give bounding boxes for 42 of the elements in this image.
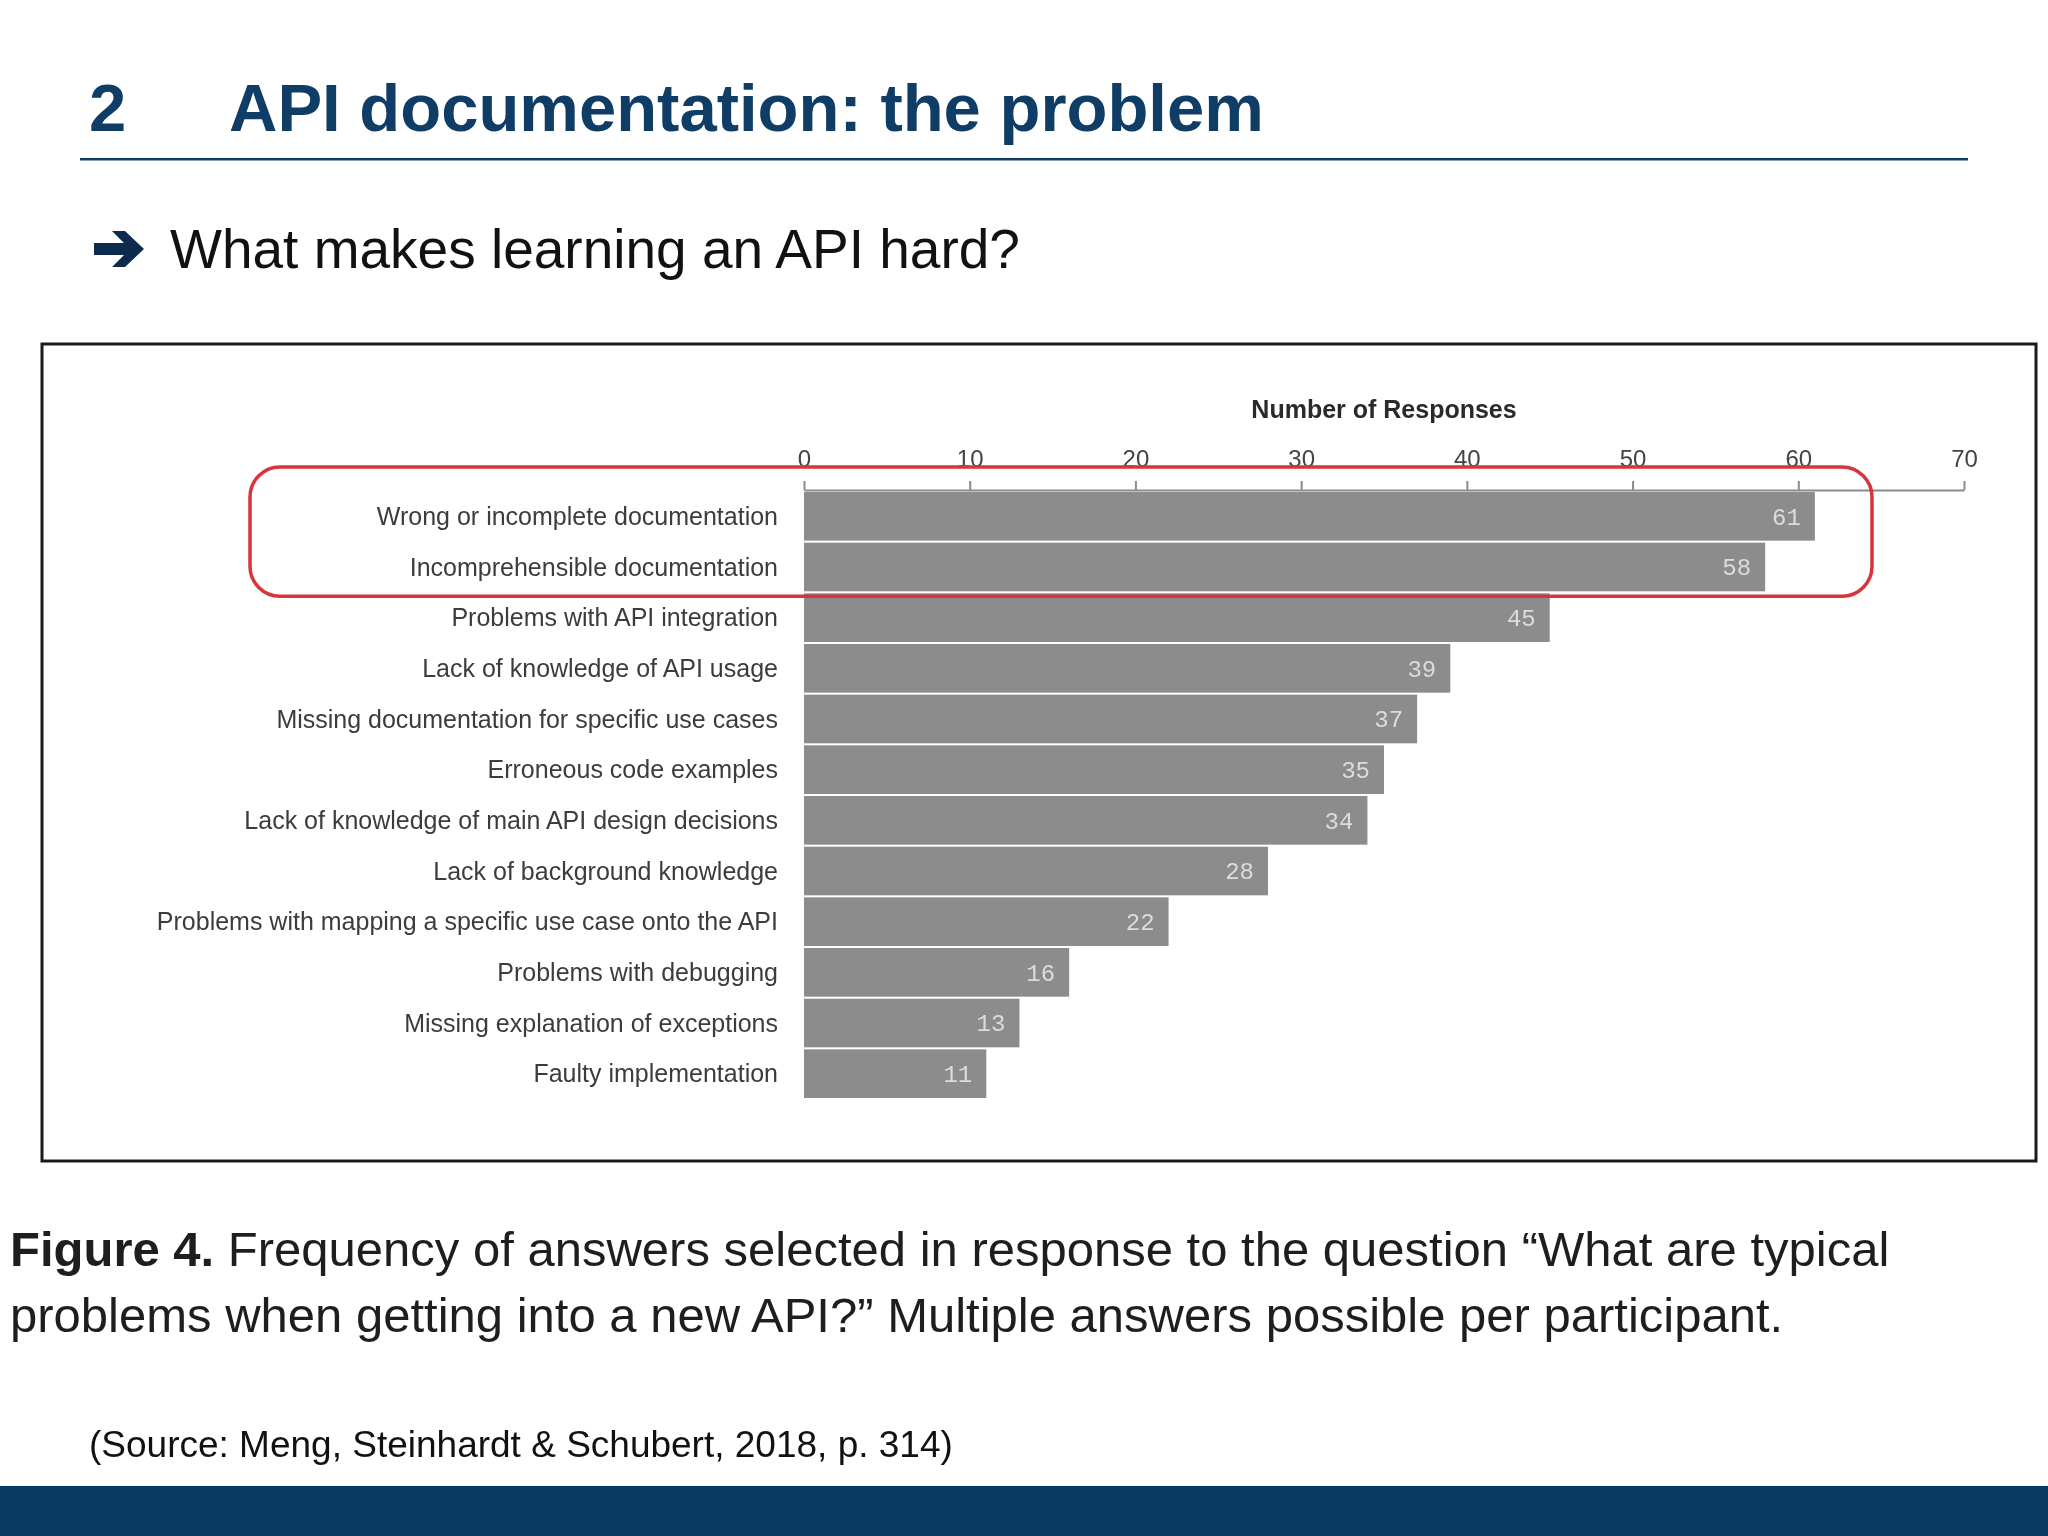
data-label: 34 xyxy=(1324,808,1354,836)
y-tick-label: Wrong or incomplete documentation xyxy=(376,502,778,531)
text: Figure 4. Frequency of answers selected in response to the question “What are typical problems when getting into a new API?” Multiple answers possible per participant. xyxy=(10,1222,1890,1342)
data-label: 58 xyxy=(1722,555,1752,583)
y-tick-label: Lack of knowledge of main API design decisions xyxy=(244,806,778,835)
data-label: 45 xyxy=(1506,606,1536,634)
data-label: 37 xyxy=(1374,707,1404,735)
bar xyxy=(804,694,1418,744)
y-tick-label: Incomprehensible documentation xyxy=(409,552,778,581)
y-tick-label: Missing explanation of exceptions xyxy=(404,1008,778,1037)
bar xyxy=(804,948,1070,997)
data-label: 35 xyxy=(1341,758,1370,786)
x-tick-label: 40 xyxy=(1454,445,1481,472)
bar xyxy=(804,998,1020,1048)
data-label: 61 xyxy=(1772,504,1801,532)
bar xyxy=(804,593,1550,642)
y-tick-label: Problems with mapping a specific use case onto the API xyxy=(156,907,778,936)
text: (Source: Meng, Steinhardt & Schubert, 2018, p. 314) xyxy=(89,1424,953,1465)
data-label: 22 xyxy=(1125,910,1155,938)
bar xyxy=(804,644,1451,693)
data-label: 28 xyxy=(1225,859,1254,887)
chart-subtitle: What makes learning an API hard? xyxy=(170,218,1020,280)
y-tick-label: Faulty implementation xyxy=(533,1059,778,1088)
y-tick-label: Lack of knowledge of API usage xyxy=(422,654,778,683)
x-axis-title: Number of Responses xyxy=(1251,395,1517,423)
bar xyxy=(804,846,1268,896)
data-label: 13 xyxy=(976,1011,1006,1039)
y-tick-label: Problems with debugging xyxy=(497,958,778,987)
x-tick-label: 70 xyxy=(1951,445,1978,472)
y-tick-label: Missing documentation for specific use cases xyxy=(276,704,778,733)
bar xyxy=(804,542,1766,592)
bar xyxy=(804,796,1368,845)
chart-title: 2 API documentation: the problem xyxy=(89,70,1264,145)
y-tick-label: Lack of background knowledge xyxy=(433,856,778,885)
data-label: 11 xyxy=(943,1062,973,1090)
y-tick-label: Problems with API integration xyxy=(451,603,778,632)
bar xyxy=(804,897,1169,946)
data-label: 39 xyxy=(1407,656,1437,684)
data-label: 16 xyxy=(1026,960,1056,988)
bar xyxy=(804,1049,987,1098)
bar xyxy=(804,745,1384,794)
y-tick-label: Erroneous code examples xyxy=(487,755,778,784)
